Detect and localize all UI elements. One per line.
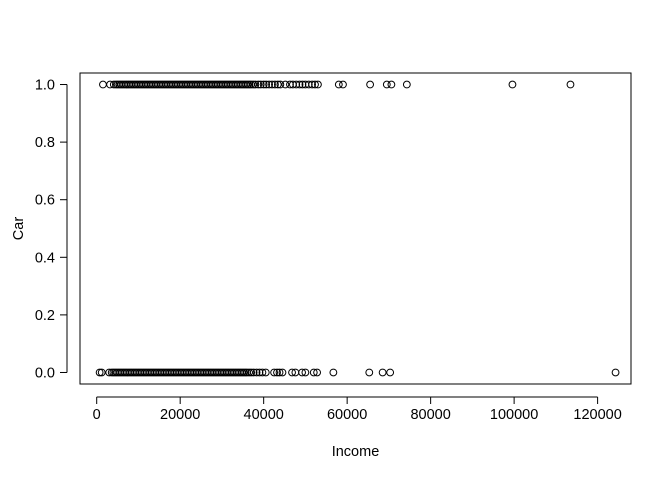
y-tick-label: 0.8 <box>35 135 55 151</box>
data-point <box>273 368 281 377</box>
data-point <box>386 368 395 377</box>
data-point <box>251 80 260 89</box>
data-point <box>245 368 253 377</box>
y-tick-label: 0.2 <box>35 308 55 324</box>
data-point <box>106 80 114 89</box>
data-point <box>508 80 517 89</box>
y-tick-label: 0.6 <box>35 193 55 209</box>
data-point <box>273 80 282 89</box>
data-point <box>308 80 316 89</box>
data-point <box>378 368 387 377</box>
data-point <box>255 368 264 377</box>
data-point <box>262 80 271 89</box>
data-point <box>402 80 411 89</box>
data-point <box>366 80 375 89</box>
x-tick-label: 60000 <box>327 407 367 423</box>
y-tick-label: 1.0 <box>35 78 55 94</box>
data-point <box>314 80 322 89</box>
data-point <box>268 80 276 89</box>
y-axis: 0.0 0.2 0.4 0.6 0.8 1.0 <box>35 78 68 381</box>
data-point <box>247 368 256 377</box>
data-points <box>95 80 620 377</box>
data-point <box>311 80 319 89</box>
data-point <box>278 368 287 377</box>
data-point <box>309 368 318 377</box>
data-point <box>281 80 290 89</box>
data-point <box>97 368 106 377</box>
x-tick-label: 20000 <box>160 407 200 423</box>
data-point <box>258 368 267 377</box>
data-point <box>566 80 575 89</box>
data-point <box>252 368 261 377</box>
data-point <box>288 368 296 377</box>
x-tick-label: 0 <box>93 407 101 423</box>
data-point <box>301 368 310 377</box>
data-point <box>334 80 343 89</box>
data-point <box>339 80 347 89</box>
x-tick-label: 40000 <box>244 407 284 423</box>
data-point <box>304 80 313 89</box>
data-point <box>105 368 114 377</box>
x-tick-label: 120000 <box>573 407 621 423</box>
y-tick-label: 0.0 <box>35 365 55 381</box>
data-point <box>270 368 279 377</box>
data-point <box>275 368 284 377</box>
data-point <box>286 80 294 89</box>
x-axis-title: Income <box>332 444 380 460</box>
data-point <box>298 80 307 89</box>
y-tick-label: 0.4 <box>35 250 55 266</box>
data-point <box>611 368 620 377</box>
plot-frame <box>79 72 632 385</box>
data-point <box>298 368 306 377</box>
x-tick-label: 80000 <box>410 407 450 423</box>
data-point <box>95 368 104 377</box>
data-point <box>276 80 285 89</box>
data-point <box>329 368 338 377</box>
x-axis: 0 20000 40000 60000 80000 100000 120000 <box>93 396 622 423</box>
data-point <box>261 368 270 377</box>
data-point <box>256 80 265 89</box>
data-point <box>295 80 304 89</box>
y-axis-title: Car <box>11 217 27 241</box>
data-point <box>365 368 374 377</box>
data-point <box>254 80 263 89</box>
data-point <box>292 80 301 89</box>
data-point <box>313 368 321 377</box>
data-point <box>271 80 279 89</box>
data-point <box>387 80 396 89</box>
data-point <box>265 80 273 89</box>
x-tick-label: 100000 <box>490 407 538 423</box>
data-point <box>382 80 391 89</box>
data-point <box>249 368 258 377</box>
data-point <box>249 80 258 89</box>
data-point <box>259 80 268 89</box>
